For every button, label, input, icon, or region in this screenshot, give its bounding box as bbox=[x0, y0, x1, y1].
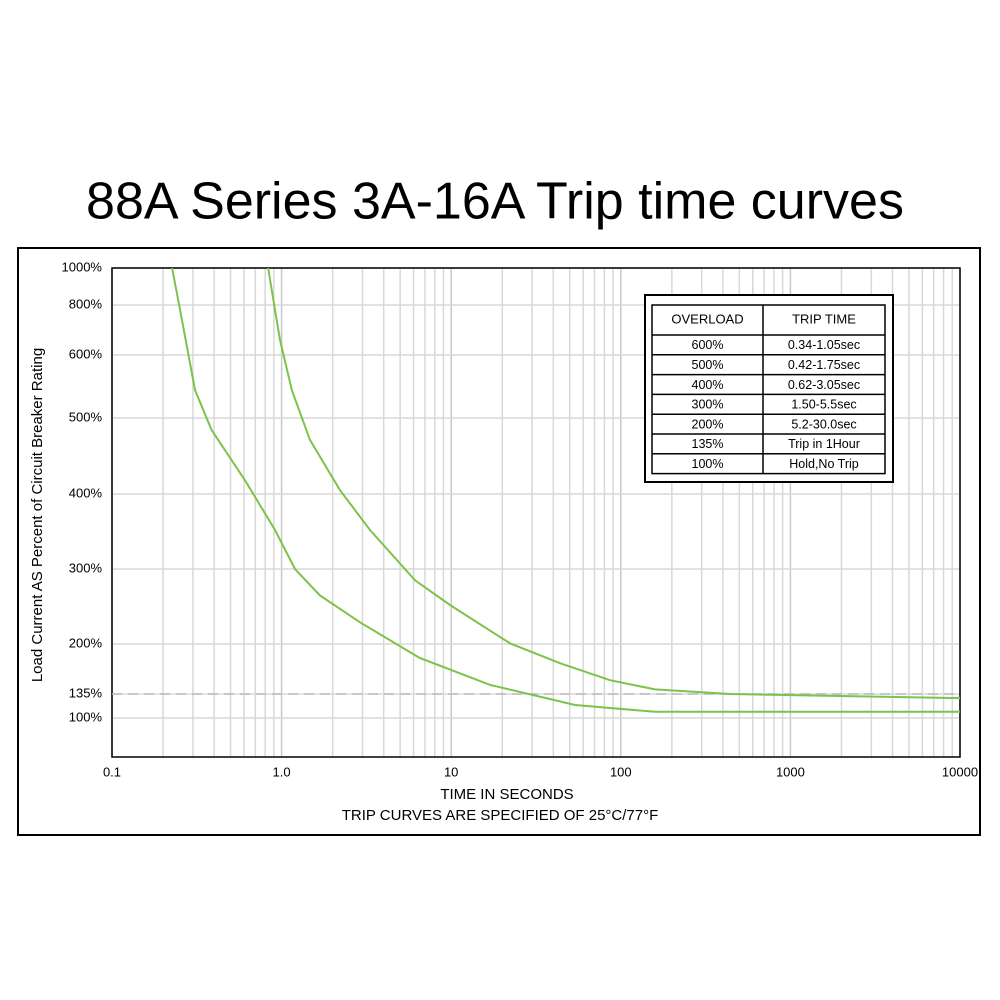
x-tick-label: 1000 bbox=[776, 764, 805, 779]
y-tick-label: 100% bbox=[69, 709, 103, 724]
table-cell: 200% bbox=[692, 417, 724, 431]
table-cell: Hold,No Trip bbox=[789, 457, 859, 471]
table-cell: 0.42-1.75sec bbox=[788, 358, 860, 372]
x-tick-label: 1.0 bbox=[273, 764, 291, 779]
y-tick-label: 600% bbox=[69, 346, 103, 361]
trip-curve bbox=[267, 267, 961, 700]
y-tick-label: 300% bbox=[69, 560, 103, 575]
table-grid bbox=[651, 304, 886, 475]
table-cell: 300% bbox=[692, 398, 724, 412]
trip-curve bbox=[171, 267, 960, 713]
table-cell: 5.2-30.0sec bbox=[791, 417, 856, 431]
x-axis-title: TIME IN SECONDS bbox=[440, 786, 573, 803]
chart-subtitle: TRIP CURVES ARE SPECIFIED OF 25°C/77°F bbox=[342, 807, 659, 824]
y-tick-label: 200% bbox=[69, 635, 103, 650]
table-cell: 500% bbox=[692, 358, 724, 372]
y-tick-label: 1000% bbox=[62, 259, 103, 274]
x-tick-label: 100 bbox=[610, 764, 632, 779]
chart-title: 88A Series 3A-16A Trip time curves bbox=[86, 173, 904, 231]
table-cell: 0.34-1.05sec bbox=[788, 338, 860, 352]
y-tick-label: 135% bbox=[69, 685, 103, 700]
y-tick-label: 800% bbox=[69, 296, 103, 311]
table-cell: 600% bbox=[692, 338, 724, 352]
y-tick-label: 500% bbox=[69, 409, 103, 424]
x-tick-label: 10 bbox=[444, 764, 458, 779]
table-cell: 135% bbox=[692, 437, 724, 451]
y-tick-label: 400% bbox=[69, 485, 103, 500]
table-cell: 100% bbox=[692, 457, 724, 471]
outer-frame bbox=[17, 247, 981, 836]
y-axis-title: Load Current AS Percent of Circuit Break… bbox=[29, 348, 46, 682]
table-frame bbox=[644, 294, 894, 483]
table-cell: 1.50-5.5sec bbox=[791, 398, 856, 412]
table-cell: 400% bbox=[692, 378, 724, 392]
x-tick-label: 0.1 bbox=[103, 764, 121, 779]
x-tick-label: 10000 bbox=[942, 764, 978, 779]
plot-frame bbox=[111, 267, 961, 758]
table-cell: Trip in 1Hour bbox=[788, 437, 860, 451]
table-header: OVERLOAD bbox=[671, 311, 743, 326]
table-header: TRIP TIME bbox=[792, 311, 856, 326]
table-cell: 0.62-3.05sec bbox=[788, 378, 860, 392]
